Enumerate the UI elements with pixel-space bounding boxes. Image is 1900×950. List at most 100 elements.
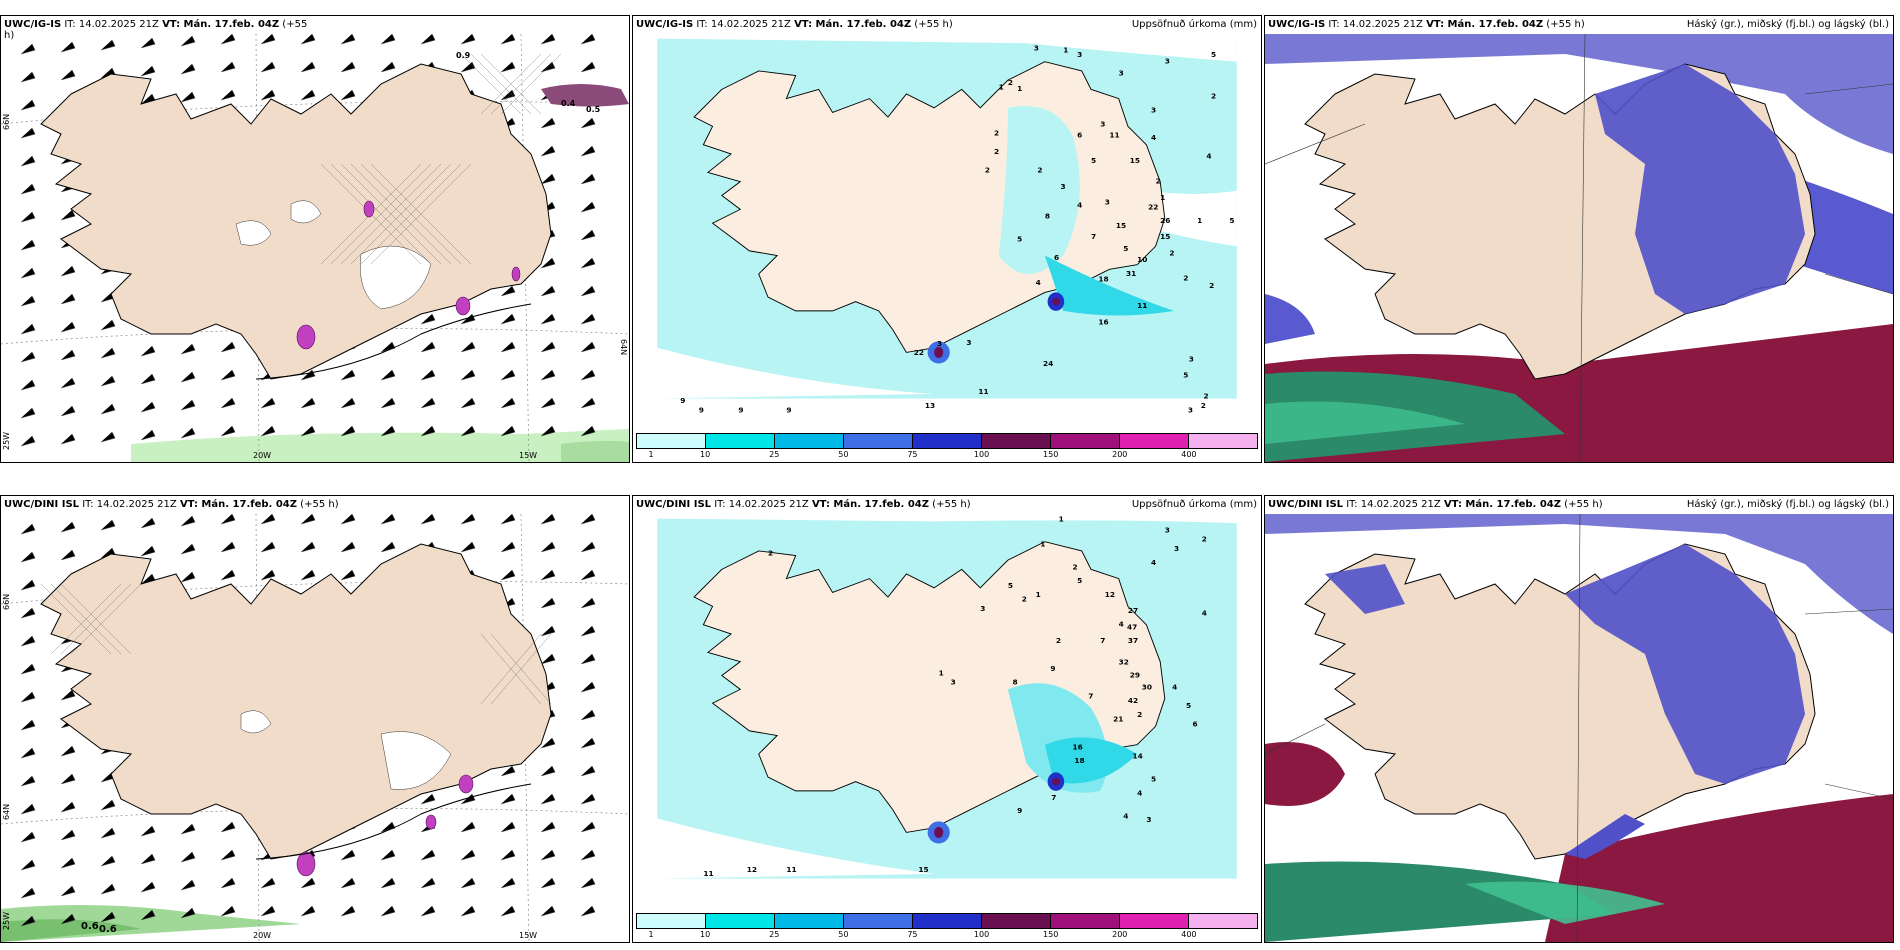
svg-text:11: 11 bbox=[786, 865, 796, 874]
svg-text:0.9: 0.9 bbox=[456, 51, 471, 60]
colorbar-label: 50 bbox=[838, 930, 849, 939]
colorbar-swatch bbox=[775, 434, 844, 448]
colorbar-label: 25 bbox=[769, 450, 780, 459]
svg-text:9: 9 bbox=[699, 405, 704, 414]
svg-text:6: 6 bbox=[1054, 253, 1059, 262]
svg-text:2: 2 bbox=[1204, 392, 1209, 401]
svg-text:5: 5 bbox=[1183, 370, 1188, 379]
colorbar-label: 400 bbox=[1181, 930, 1197, 939]
panel-dini-precip: UWC/DINI ISL IT: 14.02.2025 21Z VT: Mán.… bbox=[632, 495, 1262, 943]
panel-right-title: Uppsöfnuð úrkoma (mm) bbox=[1131, 499, 1257, 510]
svg-text:22: 22 bbox=[1148, 202, 1158, 211]
svg-text:4: 4 bbox=[1151, 558, 1156, 567]
colorbar-label: 100 bbox=[973, 930, 990, 939]
panel-title: UWC/DINI ISL IT: 14.02.2025 21Z VT: Mán.… bbox=[1268, 499, 1603, 510]
svg-text:21: 21 bbox=[1113, 715, 1123, 724]
colorbar-label: 25 bbox=[769, 930, 780, 939]
svg-text:3: 3 bbox=[951, 678, 956, 687]
svg-text:18: 18 bbox=[1074, 756, 1084, 765]
colorbar-label: 200 bbox=[1112, 930, 1128, 939]
colorbar-swatch bbox=[775, 914, 844, 928]
wind-map: 0.6 0.6 20W 15W 25W 66N 64N bbox=[1, 514, 629, 942]
svg-text:2: 2 bbox=[1156, 177, 1161, 186]
panel-right-title: Uppsöfnuð úrkoma (mm) bbox=[1131, 19, 1257, 30]
colorbar-swatch bbox=[706, 434, 775, 448]
svg-text:20W: 20W bbox=[253, 931, 271, 940]
colorbar-label: 150 bbox=[1043, 450, 1059, 459]
svg-text:2: 2 bbox=[994, 147, 999, 156]
svg-text:1: 1 bbox=[1197, 216, 1202, 225]
svg-text:9: 9 bbox=[1017, 806, 1022, 815]
svg-text:9: 9 bbox=[786, 405, 791, 414]
svg-text:1: 1 bbox=[939, 669, 944, 678]
colorbar-label: 75 bbox=[907, 450, 918, 459]
colorbar-swatch bbox=[844, 914, 913, 928]
svg-text:11: 11 bbox=[1109, 130, 1119, 139]
svg-text:16: 16 bbox=[1073, 742, 1083, 751]
svg-text:37: 37 bbox=[1128, 636, 1138, 645]
svg-text:2: 2 bbox=[1073, 562, 1078, 571]
svg-text:18: 18 bbox=[1098, 274, 1108, 283]
svg-text:4: 4 bbox=[1123, 812, 1128, 821]
colorbar-label: 100 bbox=[973, 450, 990, 459]
panel-ig-precip: UWC/IG-IS IT: 14.02.2025 21Z VT: Mán. 17… bbox=[632, 15, 1262, 463]
svg-text:29: 29 bbox=[1130, 670, 1140, 679]
svg-text:2: 2 bbox=[1056, 636, 1061, 645]
svg-text:9: 9 bbox=[680, 396, 685, 405]
colorbar-swatch bbox=[982, 914, 1051, 928]
svg-text:0.4: 0.4 bbox=[561, 99, 576, 108]
svg-text:3: 3 bbox=[1188, 405, 1193, 414]
panel-right-title: Háský (gr.), miðský (fj.bl.) og lágský (… bbox=[1686, 499, 1889, 510]
svg-text:12: 12 bbox=[1105, 590, 1115, 599]
svg-text:4: 4 bbox=[1137, 788, 1142, 797]
colorbar-swatch bbox=[913, 914, 982, 928]
svg-text:7: 7 bbox=[1100, 636, 1105, 645]
svg-text:42: 42 bbox=[1128, 696, 1138, 705]
panel-ig-wind: UWC/IG-IS IT: 14.02.2025 21Z VT: Mán. 17… bbox=[0, 15, 630, 463]
colorbar-swatch bbox=[1120, 914, 1189, 928]
svg-text:3: 3 bbox=[1174, 544, 1179, 553]
svg-text:7: 7 bbox=[1091, 232, 1096, 241]
panel-title: UWC/IG-IS IT: 14.02.2025 21Z VT: Mán. 17… bbox=[636, 19, 953, 30]
svg-text:26: 26 bbox=[1160, 216, 1170, 225]
colorbar-label: 150 bbox=[1043, 930, 1059, 939]
svg-text:4: 4 bbox=[1077, 201, 1082, 210]
precip-map: 1 2 3 2 3 1 2 4 5 5 12 27 2 3 1 4 47 37 … bbox=[657, 514, 1237, 879]
svg-text:5: 5 bbox=[1151, 775, 1156, 784]
svg-text:2: 2 bbox=[1008, 78, 1013, 87]
svg-text:6: 6 bbox=[1192, 719, 1197, 728]
svg-text:1: 1 bbox=[1036, 590, 1041, 599]
wind-barbs bbox=[20, 34, 596, 447]
svg-text:5: 5 bbox=[1091, 156, 1096, 165]
svg-text:47: 47 bbox=[1127, 622, 1137, 631]
svg-text:4: 4 bbox=[1151, 133, 1156, 142]
panel-right-title: Háský (gr.), miðský (fj.bl.) og lágský (… bbox=[1686, 19, 1889, 30]
svg-text:3: 3 bbox=[966, 338, 971, 347]
svg-text:12: 12 bbox=[747, 865, 757, 874]
svg-text:2: 2 bbox=[1037, 165, 1042, 174]
svg-text:5: 5 bbox=[1186, 701, 1191, 710]
svg-text:11: 11 bbox=[978, 387, 988, 396]
svg-text:16: 16 bbox=[1098, 318, 1108, 327]
svg-text:15W: 15W bbox=[519, 931, 537, 940]
svg-text:5: 5 bbox=[1123, 244, 1128, 253]
colorbar-swatch bbox=[637, 914, 706, 928]
colorbar-label: 50 bbox=[838, 450, 849, 459]
svg-text:13: 13 bbox=[925, 401, 935, 410]
svg-text:7: 7 bbox=[1088, 692, 1093, 701]
svg-text:1: 1 bbox=[999, 82, 1004, 91]
colorbar-swatch bbox=[913, 434, 982, 448]
colorbar-swatch bbox=[706, 914, 775, 928]
svg-text:0.6: 0.6 bbox=[81, 921, 99, 932]
svg-text:15: 15 bbox=[918, 865, 928, 874]
svg-text:3: 3 bbox=[937, 339, 942, 348]
svg-text:22: 22 bbox=[914, 348, 924, 357]
svg-text:14: 14 bbox=[1133, 752, 1143, 761]
svg-text:1: 1 bbox=[1059, 514, 1064, 523]
colorbar-swatch bbox=[637, 434, 706, 448]
svg-text:31: 31 bbox=[1126, 269, 1136, 278]
svg-text:0.6: 0.6 bbox=[99, 924, 117, 935]
colorbar-label: 200 bbox=[1112, 450, 1128, 459]
svg-text:30: 30 bbox=[1142, 682, 1152, 691]
svg-text:10: 10 bbox=[1137, 255, 1147, 264]
